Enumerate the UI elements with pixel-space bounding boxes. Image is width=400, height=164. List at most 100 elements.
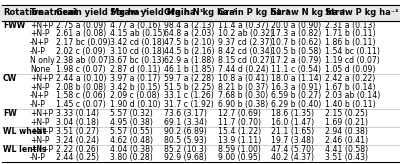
Text: 3.51 (0.43): 3.51 (0.43) (325, 154, 368, 162)
Text: 11.4 a (0.37): 11.4 a (0.37) (218, 21, 268, 30)
Text: 1.05 d (0.09): 1.05 d (0.09) (325, 65, 375, 74)
Text: 3.97 a (0.17): 3.97 a (0.17) (110, 74, 160, 83)
Text: 1.67 b (0.14): 1.67 b (0.14) (325, 83, 375, 92)
Text: +N+P: +N+P (30, 21, 53, 30)
Text: 17.3 a (0.82): 17.3 a (0.82) (271, 30, 322, 38)
Text: N only: N only (30, 56, 54, 65)
Text: 2.03 ab (0.14): 2.03 ab (0.14) (325, 92, 380, 100)
Text: 47.5 b (2.10): 47.5 b (2.10) (164, 38, 214, 47)
Text: 2.38 ab (0.07): 2.38 ab (0.07) (56, 56, 112, 65)
Text: 3.80 (0.28): 3.80 (0.28) (110, 154, 153, 162)
Text: 1.71 b (0.11): 1.71 b (0.11) (325, 30, 376, 38)
Text: 6.90 b (0.38): 6.90 b (0.38) (218, 100, 268, 109)
Text: 33.1 c (1.26): 33.1 c (1.26) (164, 92, 214, 100)
Text: +N-P: +N-P (30, 136, 49, 145)
Text: 11.7 (0.70): 11.7 (0.70) (218, 118, 260, 127)
Text: 8.59 (1.00): 8.59 (1.00) (218, 145, 260, 154)
Text: -N-P: -N-P (30, 154, 46, 162)
Text: FWW: FWW (3, 21, 25, 30)
Text: 1.90 d (0.10): 1.90 d (0.10) (110, 100, 161, 109)
Text: Grain P kg ha⁻¹: Grain P kg ha⁻¹ (218, 8, 289, 17)
Text: 85.2 (10.3): 85.2 (10.3) (164, 145, 207, 154)
Text: 2.61 a (0.08): 2.61 a (0.08) (56, 30, 107, 38)
Text: Straw P kg ha⁻¹: Straw P kg ha⁻¹ (325, 8, 399, 17)
Text: +N-P: +N-P (30, 30, 49, 38)
Text: 18.6 (1.35): 18.6 (1.35) (271, 109, 314, 118)
Text: 4.95 (0.38): 4.95 (0.38) (110, 118, 153, 127)
Text: 6.29 b (0.40): 6.29 b (0.40) (271, 100, 322, 109)
Text: 1.40 b (0.11): 1.40 b (0.11) (325, 100, 376, 109)
Text: 1.69 (0.21): 1.69 (0.21) (325, 118, 368, 127)
Text: 2.08 b (0.08): 2.08 b (0.08) (56, 83, 107, 92)
Text: 1.45 c (0.07): 1.45 c (0.07) (56, 100, 106, 109)
Text: -N-P: -N-P (30, 100, 46, 109)
Text: 9.00 (0.95): 9.00 (0.95) (218, 154, 260, 162)
Text: 18.0 a (1.14): 18.0 a (1.14) (271, 74, 322, 83)
Text: 21.1 (1.65): 21.1 (1.65) (271, 127, 314, 136)
Text: Grain yield Mg ha⁻¹: Grain yield Mg ha⁻¹ (56, 8, 148, 17)
Text: 2.02 c (0.09): 2.02 c (0.09) (56, 47, 106, 56)
Text: 62.9 a (1.88): 62.9 a (1.88) (164, 56, 214, 65)
Text: 73.6 (3.17): 73.6 (3.17) (164, 109, 207, 118)
Text: 8.42 cd (0.34): 8.42 cd (0.34) (218, 47, 272, 56)
Text: 3.04 (0.18): 3.04 (0.18) (56, 118, 100, 127)
Text: WL wheat: WL wheat (3, 127, 46, 136)
Text: 3.67 bc (0.13): 3.67 bc (0.13) (110, 56, 165, 65)
Text: 3.42 b (0.15): 3.42 b (0.15) (110, 83, 160, 92)
Text: +N+P: +N+P (30, 145, 53, 154)
Text: 10.7 b (0.62): 10.7 b (0.62) (271, 38, 322, 47)
Text: 1.19 cd (0.07): 1.19 cd (0.07) (325, 56, 380, 65)
Text: 3.24 (0.24): 3.24 (0.24) (56, 136, 100, 145)
Text: 3.33 (0.14): 3.33 (0.14) (56, 109, 100, 118)
Text: 1.58 c (0.06): 1.58 c (0.06) (56, 92, 106, 100)
Text: 17.2 a (0.79): 17.2 a (0.79) (271, 56, 322, 65)
Text: 10.2 ab (0.32): 10.2 ab (0.32) (218, 30, 273, 38)
Text: FW: FW (3, 109, 16, 118)
Text: 46.1 b (1.85): 46.1 b (1.85) (164, 65, 214, 74)
Text: Rotation: Rotation (3, 8, 44, 17)
Text: Straw N kg ha⁻¹: Straw N kg ha⁻¹ (271, 8, 346, 17)
Text: 47.4 (5.70): 47.4 (5.70) (271, 145, 314, 154)
Text: 4.04 (0.38): 4.04 (0.38) (110, 145, 153, 154)
Text: 98.4 a (2.13): 98.4 a (2.13) (164, 21, 214, 30)
Text: 69.1 (3.34): 69.1 (3.34) (164, 118, 207, 127)
Text: 80.5 (5.93): 80.5 (5.93) (164, 136, 206, 145)
Text: 16.0 (1.47): 16.0 (1.47) (271, 118, 314, 127)
Text: 15.4 (1.22): 15.4 (1.22) (218, 127, 261, 136)
Text: 6.59 b (0.27): 6.59 b (0.27) (271, 92, 321, 100)
Text: 64.8 a (2.03): 64.8 a (2.03) (164, 30, 214, 38)
Text: 4.77 a (0.16): 4.77 a (0.16) (110, 21, 160, 30)
Text: 10.5 b (0.58): 10.5 b (0.58) (271, 47, 322, 56)
Text: 2.94 (0.38): 2.94 (0.38) (325, 127, 368, 136)
Text: 16.3 a (0.91): 16.3 a (0.91) (271, 83, 322, 92)
Text: 9.37 cd (2.37): 9.37 cd (2.37) (218, 38, 272, 47)
Text: -N+P: -N+P (30, 92, 49, 100)
Text: 2.31 a (0.13): 2.31 a (0.13) (325, 21, 375, 30)
Text: +N-P: +N-P (30, 118, 49, 127)
Text: 12.7 (0.69): 12.7 (0.69) (218, 109, 260, 118)
Text: 31.7 c (1.92): 31.7 c (1.92) (164, 100, 214, 109)
Text: 4.62 (0.48): 4.62 (0.48) (110, 136, 153, 145)
Text: +N-P: +N-P (30, 83, 49, 92)
Text: -N+P: -N+P (30, 38, 49, 47)
Text: 10.8 a (0.41): 10.8 a (0.41) (218, 74, 268, 83)
Text: 4.41 (0.58): 4.41 (0.58) (325, 145, 368, 154)
Text: 2.22 (0.26): 2.22 (0.26) (56, 145, 99, 154)
Text: 4.15 ab (0.15): 4.15 ab (0.15) (110, 30, 166, 38)
Text: 11.1 c (0.54): 11.1 c (0.54) (271, 65, 321, 74)
Text: 2.87 d (0.11): 2.87 d (0.11) (110, 65, 161, 74)
Text: 51.5 b (2.25): 51.5 b (2.25) (164, 83, 214, 92)
Text: 2.44 a (0.10): 2.44 a (0.10) (56, 74, 107, 83)
Text: 1.98 c (0.07): 1.98 c (0.07) (56, 65, 106, 74)
Text: Grain N kg ha⁻¹: Grain N kg ha⁻¹ (164, 8, 236, 17)
Text: 59.7 a (2.28): 59.7 a (2.28) (164, 74, 214, 83)
Text: 40.2 (4.37): 40.2 (4.37) (271, 154, 314, 162)
Text: 92.9 (9.68): 92.9 (9.68) (164, 154, 206, 162)
Text: 20.0 a (0.90): 20.0 a (0.90) (271, 21, 321, 30)
Text: +N+P: +N+P (30, 109, 53, 118)
Text: CW: CW (3, 74, 17, 83)
Text: 2.75 a (0.09): 2.75 a (0.09) (56, 21, 107, 30)
Text: 1.54 bc (0.11): 1.54 bc (0.11) (325, 47, 380, 56)
Text: 7.44 d (0.24): 7.44 d (0.24) (218, 65, 268, 74)
Text: 13.9 (1.11): 13.9 (1.11) (218, 136, 261, 145)
